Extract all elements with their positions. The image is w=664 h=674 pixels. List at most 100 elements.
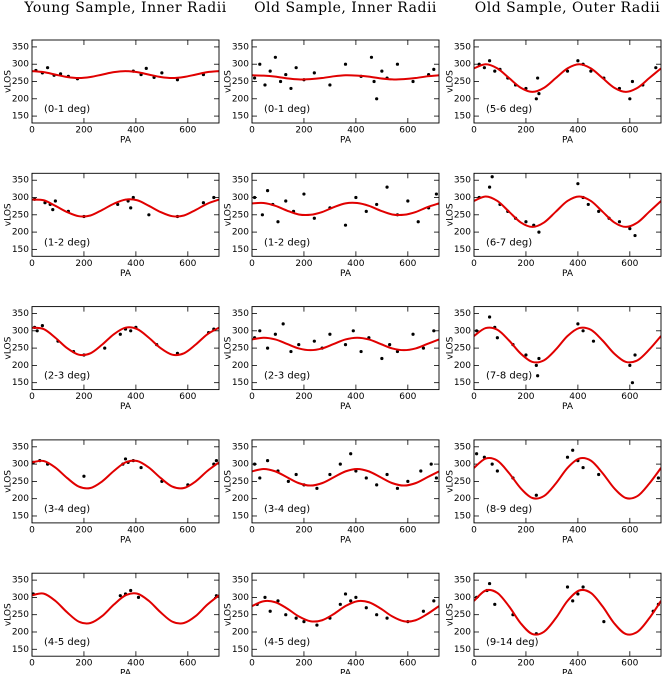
y-tick-label: 350 (12, 442, 29, 452)
x-tick-label: 400 (569, 525, 586, 535)
x-tick-label: 600 (179, 525, 196, 535)
y-tick-label: 300 (12, 193, 29, 203)
data-point (364, 209, 368, 213)
panel-annotation: (2-3 deg) (264, 371, 310, 382)
data-point (493, 602, 497, 606)
panel-annotation: (3-4 deg) (44, 504, 90, 515)
x-axis-label: PA (562, 669, 574, 674)
data-point (493, 69, 497, 73)
y-tick-label: 300 (12, 460, 29, 470)
x-axis-label: PA (562, 402, 574, 412)
y-tick-label: 200 (454, 627, 471, 637)
data-point (617, 220, 622, 224)
data-point (258, 62, 262, 66)
plot-frame (31, 306, 220, 391)
column-title: Young Sample, Inner Radii (23, 0, 226, 16)
data-point (294, 472, 298, 477)
data-point (328, 332, 332, 336)
panel: 0 200 400 600 150 200 250 300 350 PA vLOS (6-7 deg) (446, 172, 662, 279)
y-tick-label: 200 (232, 494, 249, 504)
x-axis-label: PA (120, 669, 132, 674)
data-point (524, 353, 528, 357)
plot-area (32, 588, 219, 625)
data-point (534, 493, 538, 497)
data-point (294, 616, 298, 620)
data-point (388, 343, 392, 347)
x-tick-label: 400 (127, 525, 144, 535)
y-tick-label: 350 (232, 309, 249, 319)
data-point (312, 339, 316, 343)
data-point (597, 472, 601, 477)
x-tick-label: 0 (249, 525, 255, 535)
data-point (434, 192, 439, 196)
data-point (375, 613, 379, 617)
x-tick-label: 200 (295, 525, 312, 535)
data-point (576, 592, 580, 596)
y-tick-label: 250 (232, 210, 249, 220)
panel: 0 200 400 600 150 200 250 300 350 PA vLOS (1-2 deg) (4, 172, 220, 279)
y-tick-label: 350 (12, 309, 29, 319)
y-axis-label: vLOS (224, 603, 234, 626)
x-tick-label: 200 (75, 659, 92, 669)
data-point (432, 329, 436, 333)
y-tick-label: 200 (12, 627, 29, 637)
fit-curve (474, 457, 661, 500)
data-point (265, 346, 270, 350)
y-tick-label: 200 (454, 228, 471, 238)
data-point (571, 448, 575, 452)
data-point (432, 67, 436, 71)
data-point (380, 69, 384, 73)
y-tick-label: 150 (232, 245, 249, 255)
data-point (536, 374, 540, 378)
data-point (565, 585, 570, 589)
data-point (534, 97, 538, 101)
y-axis-label: vLOS (446, 603, 456, 626)
data-point (534, 363, 538, 367)
data-point (354, 195, 358, 200)
data-point (395, 62, 400, 66)
y-axis-label: vLOS (4, 470, 14, 493)
x-tick-label: 0 (249, 659, 255, 669)
data-point (286, 479, 290, 483)
y-tick-label: 300 (454, 60, 471, 70)
data-point (160, 71, 164, 75)
x-tick-label: 600 (179, 392, 196, 402)
data-point (633, 233, 637, 238)
data-point (419, 469, 423, 473)
data-point (576, 59, 580, 63)
data-point (537, 356, 541, 361)
data-point (490, 175, 494, 179)
data-point (136, 595, 141, 600)
panel-annotation: (1-2 deg) (264, 237, 310, 248)
data-point (265, 459, 270, 463)
x-tick-label: 400 (347, 525, 364, 535)
data-point (40, 324, 44, 328)
data-point (258, 476, 262, 480)
x-tick-label: 200 (295, 259, 312, 269)
data-point (654, 66, 658, 70)
y-axis-label: vLOS (4, 203, 14, 226)
x-tick-label: 200 (75, 259, 92, 269)
data-point (343, 592, 348, 596)
data-point (474, 329, 479, 333)
x-tick-label: 400 (127, 659, 144, 669)
data-point (474, 452, 479, 456)
data-point (284, 72, 288, 77)
x-tick-label: 200 (75, 525, 92, 535)
column-title: Old Sample, Inner Radii (254, 0, 437, 16)
data-point (338, 602, 342, 606)
y-tick-label: 350 (232, 442, 249, 452)
panel: 0 200 400 600 150 200 250 300 350 PA vLOS (8-9 deg) (446, 439, 662, 545)
fit-curve (32, 70, 219, 80)
data-point (395, 486, 400, 490)
x-tick-label: 600 (621, 126, 638, 136)
x-axis-label: PA (120, 535, 132, 545)
x-tick-label: 600 (179, 659, 196, 669)
y-tick-label: 300 (232, 193, 249, 203)
panel-annotation: (5-6 deg) (486, 104, 532, 115)
y-tick-label: 350 (454, 42, 471, 52)
panel: 0 200 400 600 150 200 250 300 350 PA vLOS (2-3 deg) (224, 306, 440, 412)
data-point (139, 465, 143, 470)
